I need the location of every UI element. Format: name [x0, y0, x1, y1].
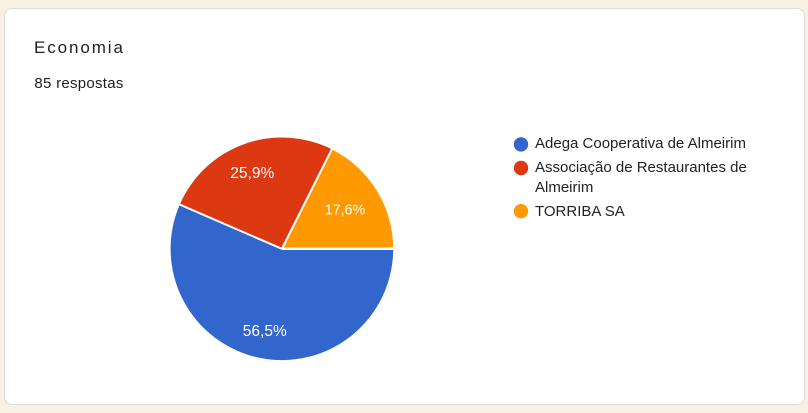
svg-text:56,5%: 56,5% — [243, 323, 287, 340]
svg-text:17,6%: 17,6% — [325, 203, 366, 219]
svg-text:25,9%: 25,9% — [230, 165, 274, 182]
